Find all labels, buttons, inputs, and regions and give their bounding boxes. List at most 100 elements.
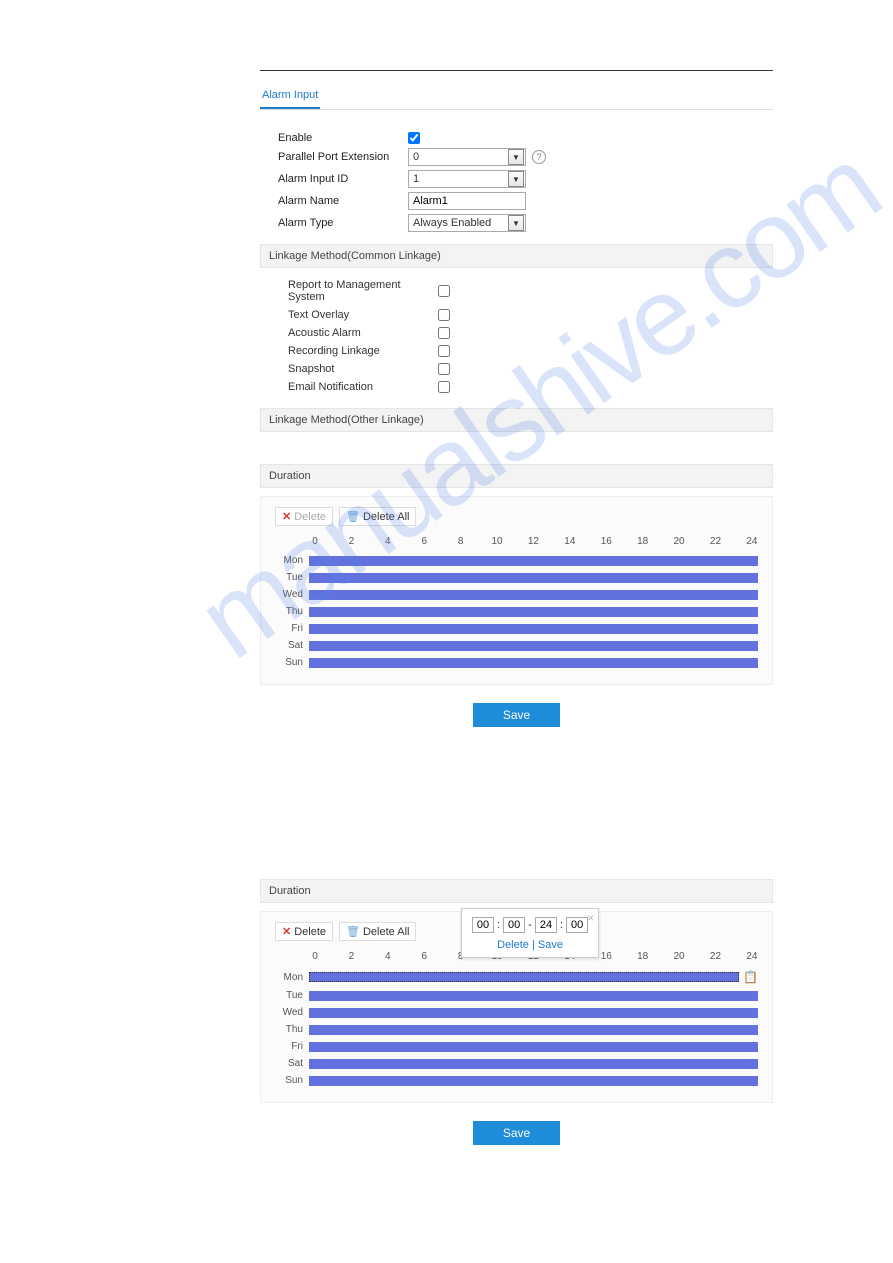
day-label: Fri (275, 1041, 309, 1052)
day-label: Sun (275, 657, 309, 668)
trash-icon: 🗑 (346, 510, 360, 523)
popup-hour-end[interactable] (535, 917, 557, 933)
schedule-bar[interactable] (309, 1008, 758, 1018)
section-duration-1: Duration (260, 464, 773, 488)
linkage-row: Recording Linkage (260, 342, 773, 360)
day-label: Tue (275, 990, 309, 1001)
popup-save-link[interactable]: Save (538, 939, 563, 951)
select-alarm-type[interactable]: Always Enabled ▼ (408, 214, 526, 232)
schedule-bar[interactable] (309, 1025, 758, 1035)
tick-label: 20 (673, 536, 685, 547)
delete-label: Delete (294, 511, 326, 523)
linkage-label: Recording Linkage (288, 345, 438, 357)
linkage-checkbox[interactable] (438, 381, 450, 393)
x-icon: ✕ (282, 510, 291, 523)
linkage-label: Snapshot (288, 363, 438, 375)
time-range-popup: × : - : Delete | Save (461, 908, 599, 958)
linkage-label: Acoustic Alarm (288, 327, 438, 339)
tick-label: 6 (418, 536, 430, 547)
schedule-bar[interactable] (309, 590, 758, 600)
tab-alarm-input[interactable]: Alarm Input (260, 83, 320, 109)
linkage-label: Email Notification (288, 381, 438, 393)
popup-min-end[interactable] (566, 917, 588, 933)
popup-delete-link[interactable]: Delete (497, 939, 529, 951)
trash-icon: 🗑 (346, 925, 360, 938)
delete-button-1[interactable]: ✕ Delete (275, 507, 333, 526)
linkage-checkbox[interactable] (438, 345, 450, 357)
day-label: Mon (275, 972, 309, 983)
schedule-bar[interactable] (309, 1059, 758, 1069)
linkage-row: Report to Management System (260, 276, 773, 306)
copy-icon[interactable]: 📋 (743, 970, 758, 984)
linkage-checkbox[interactable] (438, 363, 450, 375)
schedule-bar[interactable] (309, 607, 758, 617)
tick-row: 024681012141618202224 (309, 536, 758, 549)
schedule-bar[interactable] (309, 556, 758, 566)
tick-label: 14 (564, 536, 576, 547)
save-button-2[interactable]: Save (473, 1121, 560, 1145)
tick-label: 0 (309, 536, 321, 547)
delete-all-label: Delete All (363, 926, 409, 938)
schedule-bar[interactable] (309, 1042, 758, 1052)
top-divider (260, 70, 773, 71)
tick-label: 4 (382, 536, 394, 547)
select-aid[interactable]: 1 ▼ (408, 170, 526, 188)
linkage-checkbox[interactable] (438, 327, 450, 339)
linkage-row: Email Notification (260, 378, 773, 396)
label-enable: Enable (278, 132, 408, 144)
day-label: Thu (275, 606, 309, 617)
tick-label: 16 (600, 536, 612, 547)
tick-label: 10 (491, 536, 503, 547)
schedule-bar[interactable] (309, 573, 758, 583)
tick-label: 24 (746, 951, 758, 962)
popup-min-start[interactable] (503, 917, 525, 933)
select-ppe[interactable]: 0 ▼ (408, 148, 526, 166)
day-label: Mon (275, 555, 309, 566)
duration-panel-1: ✕ Delete 🗑 Delete All 024681012141618202… (260, 496, 773, 685)
tick-label: 0 (309, 951, 321, 962)
close-icon[interactable]: × (587, 911, 594, 925)
x-icon: ✕ (282, 925, 291, 938)
select-aid-value: 1 (413, 173, 419, 185)
popup-hour-start[interactable] (472, 917, 494, 933)
day-label: Sat (275, 1058, 309, 1069)
tick-label: 16 (600, 951, 612, 962)
tick-label: 2 (345, 536, 357, 547)
day-label: Thu (275, 1024, 309, 1035)
linkage-checkbox[interactable] (438, 285, 450, 297)
section-other-linkage: Linkage Method(Other Linkage) (260, 408, 773, 432)
tick-label: 12 (527, 536, 539, 547)
delete-button-2[interactable]: ✕ Delete (275, 922, 333, 941)
help-icon[interactable]: ? (532, 150, 546, 164)
chevron-down-icon: ▼ (508, 215, 524, 231)
day-label: Sun (275, 1075, 309, 1086)
save-button-1[interactable]: Save (473, 703, 560, 727)
tick-label: 22 (709, 951, 721, 962)
delete-label: Delete (294, 926, 326, 938)
tick-label: 2 (345, 951, 357, 962)
linkage-row: Snapshot (260, 360, 773, 378)
checkbox-enable[interactable] (408, 132, 420, 144)
schedule-bar[interactable] (309, 641, 758, 651)
label-alarm-name: Alarm Name (278, 195, 408, 207)
schedule-bar[interactable] (309, 972, 739, 982)
schedule-bar[interactable] (309, 624, 758, 634)
tick-label: 24 (746, 536, 758, 547)
linkage-row: Text Overlay (260, 306, 773, 324)
delete-all-button-1[interactable]: 🗑 Delete All (339, 507, 416, 526)
schedule-grid-2: 024681012141618202224Mon📋TueWedThuFriSat… (275, 951, 758, 1086)
linkage-list: Report to Management SystemText Overlay A… (260, 276, 773, 396)
schedule-bar[interactable] (309, 991, 758, 1001)
schedule-bar[interactable] (309, 1076, 758, 1086)
schedule-bar[interactable] (309, 658, 758, 668)
input-alarm-name[interactable] (408, 192, 526, 210)
delete-all-button-2[interactable]: 🗑 Delete All (339, 922, 416, 941)
schedule-grid-1: 024681012141618202224MonTueWedThuFriSatS… (275, 536, 758, 668)
tick-label: 18 (637, 951, 649, 962)
label-aid: Alarm Input ID (278, 173, 408, 185)
label-alarm-type: Alarm Type (278, 217, 408, 229)
row-alarm-name: Alarm Name (260, 192, 773, 210)
linkage-checkbox[interactable] (438, 309, 450, 321)
select-alarm-type-value: Always Enabled (413, 217, 491, 229)
duration-panel-2: × : - : Delete | Save ✕ Delete 🗑 Delete … (260, 911, 773, 1103)
